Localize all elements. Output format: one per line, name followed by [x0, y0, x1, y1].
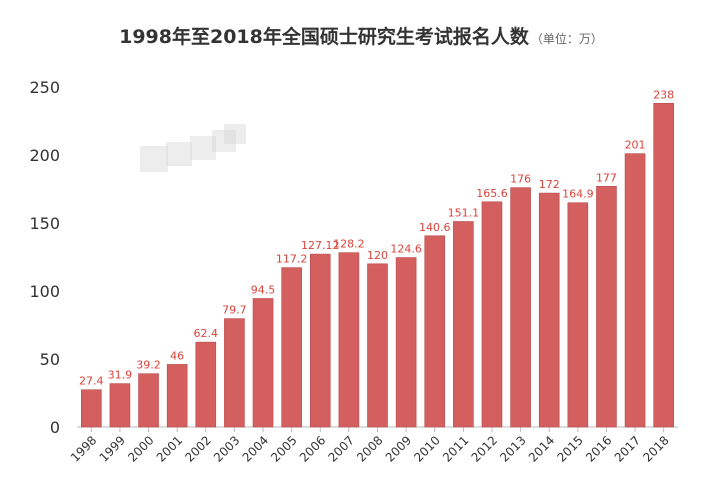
y-tick-label: 100 [29, 282, 60, 301]
x-tick-label: 2017 [612, 433, 643, 464]
y-tick-label: 250 [29, 78, 60, 97]
x-tick-label: 2005 [268, 433, 299, 464]
x-tick-label: 2012 [469, 433, 500, 464]
value-label: 39.2 [136, 359, 161, 372]
y-tick-label: 200 [29, 146, 60, 165]
x-tick-label: 2018 [640, 433, 671, 464]
value-label: 164.9 [562, 188, 594, 201]
value-label: 120 [367, 249, 388, 262]
value-label: 128.2 [333, 238, 365, 251]
value-label: 46 [170, 349, 184, 362]
bars [81, 103, 674, 428]
x-tick-label: 2016 [583, 433, 614, 464]
bar-2006 [309, 253, 331, 428]
bar-2012 [481, 201, 503, 428]
value-label: 117.2 [276, 253, 308, 266]
value-label: 31.9 [108, 369, 133, 382]
bar-2007 [338, 252, 360, 428]
x-tick-label: 2009 [383, 433, 414, 464]
value-label: 27.4 [79, 375, 104, 388]
bar-2008 [367, 263, 388, 428]
x-tick-label: 2001 [154, 433, 185, 464]
y-tick-label: 150 [29, 214, 60, 233]
x-tick-label: 2007 [326, 433, 357, 464]
value-label: 201 [625, 139, 646, 152]
x-tick-label: 2003 [211, 433, 242, 464]
chart-title-main: 1998年至2018年全国硕士研究生考试报名人数 [119, 26, 529, 48]
chart-title: 1998年至2018年全国硕士研究生考试报名人数 （单位：万） [0, 22, 722, 49]
x-tick-label: 2004 [240, 433, 271, 464]
value-label: 151.1 [448, 207, 480, 220]
chart-title-unit: （单位：万） [530, 32, 603, 46]
value-label: 165.6 [476, 187, 508, 200]
bar-2001 [166, 364, 188, 428]
x-tick-label: 2008 [354, 433, 385, 464]
bar-1998 [81, 389, 102, 428]
x-tick-label: 1999 [97, 433, 128, 464]
value-label: 94.5 [251, 283, 276, 296]
x-tick-label: 1998 [68, 433, 99, 464]
x-tick-label: 2014 [526, 433, 557, 464]
bar-2005 [281, 267, 302, 428]
x-tick-label: 2010 [411, 433, 442, 464]
value-label: 176 [510, 173, 531, 186]
x-tick-label: 2011 [440, 433, 471, 464]
y-tick-label: 0 [50, 418, 60, 437]
value-label: 238 [653, 88, 674, 101]
bar-2016 [596, 185, 617, 428]
value-label: 140.6 [419, 221, 451, 234]
bar-2003 [224, 318, 245, 428]
data-labels: 27.4 31.939.2 46 62.479.7 94.5 117.2127.12128… [79, 88, 674, 387]
value-label: 127.12 [301, 239, 340, 252]
bar-2018 [653, 103, 674, 428]
bar-2014 [538, 192, 560, 428]
x-tick-label: 2006 [297, 433, 328, 464]
value-label: 62.4 [194, 327, 219, 340]
x-tick-label: 2002 [182, 433, 213, 464]
bar-2002 [195, 341, 217, 428]
value-label: 172 [539, 178, 560, 191]
x-tick-label: 2013 [497, 433, 528, 464]
value-label: 124.6 [390, 243, 422, 256]
bar-2011 [453, 221, 474, 428]
x-tick-label: 2015 [554, 433, 585, 464]
bar-2010 [424, 235, 446, 428]
bar-2000 [138, 373, 159, 428]
y-tick-label: 50 [40, 350, 60, 369]
bar-2009 [395, 257, 417, 428]
bar-1999 [109, 383, 131, 428]
bar-2013 [510, 187, 531, 428]
value-label: 177 [596, 171, 617, 184]
bar-2017 [624, 153, 646, 428]
value-label: 79.7 [222, 304, 247, 317]
x-tick-label: 2000 [125, 433, 156, 464]
bar-2004 [252, 298, 274, 428]
bar-2015 [567, 202, 589, 428]
